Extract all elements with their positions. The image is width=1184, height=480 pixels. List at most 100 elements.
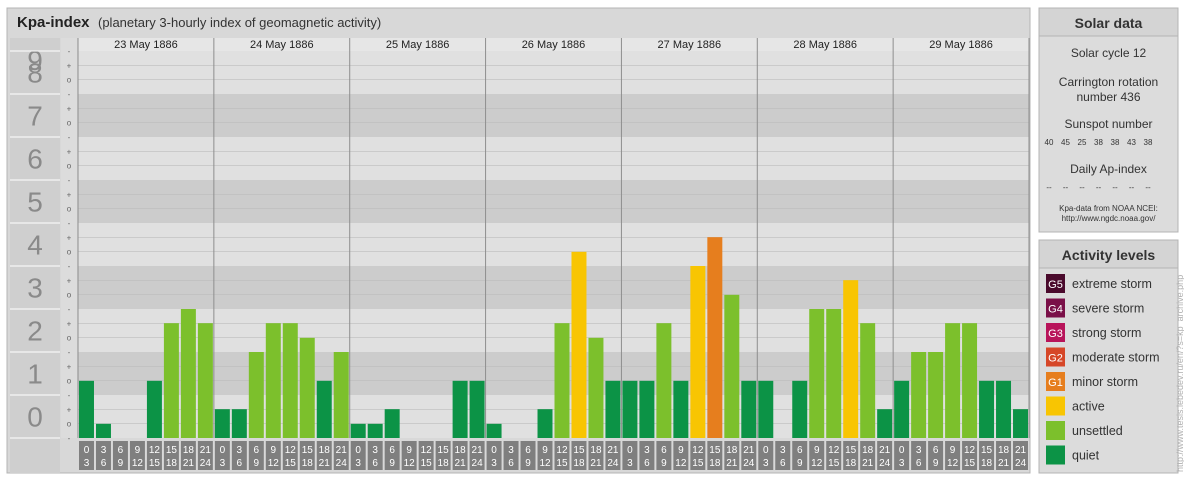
minor-tick: + [67, 104, 72, 113]
bar [79, 380, 94, 438]
sunspot-title: Sunspot number [1064, 117, 1152, 131]
interval-start: 9 [135, 445, 141, 456]
interval-start: 3 [916, 445, 922, 456]
date-header-strip [78, 38, 1029, 51]
sunspot-value: 38 [1094, 138, 1103, 147]
bar [197, 323, 213, 438]
interval-box [962, 441, 978, 470]
ap-value: -- [1079, 183, 1085, 192]
interval-start: 0 [84, 445, 90, 456]
minor-tick: - [68, 176, 71, 185]
interval-start: 12 [828, 445, 840, 456]
interval-end: 18 [438, 458, 450, 469]
legend-label: minor storm [1072, 375, 1138, 389]
interval-box [384, 441, 400, 470]
carrington-rotation-line1: Carrington rotation [1059, 75, 1158, 89]
minor-tick: + [67, 190, 72, 199]
day-label: 29 May 1886 [929, 39, 993, 51]
interval-start: 0 [899, 445, 905, 456]
bar [146, 380, 162, 438]
credit-text[interactable]: http://www.tesis.lebedev.ru/en/?s=kp_arc… [1175, 275, 1184, 472]
bar [248, 352, 264, 438]
interval-box [656, 441, 672, 470]
minor-tick: - [68, 391, 71, 400]
interval-end: 24 [607, 458, 619, 469]
y-tick-label: 0 [27, 402, 43, 433]
interval-box [520, 441, 536, 470]
interval-start: 9 [271, 445, 277, 456]
y-tick-label: 7 [27, 101, 43, 132]
minor-tick: + [67, 233, 72, 242]
interval-start: 6 [389, 445, 395, 456]
interval-start: 15 [302, 445, 314, 456]
interval-box [316, 441, 332, 470]
interval-end: 15 [692, 458, 704, 469]
interval-box [350, 441, 366, 470]
ap-value: -- [1145, 183, 1151, 192]
legend-label: strong storm [1072, 326, 1141, 340]
interval-box [877, 441, 893, 470]
interval-start: 15 [438, 445, 450, 456]
bar [367, 423, 383, 438]
legend-panel-header [1038, 239, 1179, 269]
interval-box [214, 441, 230, 470]
minor-tick: o [67, 76, 72, 85]
bar [537, 409, 553, 438]
interval-end: 15 [285, 458, 297, 469]
interval-box [571, 441, 587, 470]
interval-end: 3 [491, 458, 497, 469]
interval-start: 18 [862, 445, 874, 456]
minor-tick-column [61, 38, 77, 438]
interval-box [231, 441, 247, 470]
interval-start: 6 [118, 445, 124, 456]
interval-box [826, 441, 842, 470]
ap-value: -- [1046, 183, 1052, 192]
day-label: 24 May 1886 [250, 39, 314, 51]
interval-end: 9 [254, 458, 260, 469]
interval-box [469, 441, 485, 470]
ap-value: -- [1112, 183, 1118, 192]
bar [231, 409, 247, 438]
minor-tick: + [67, 61, 72, 70]
minor-tick: - [68, 305, 71, 314]
bar [1013, 409, 1028, 438]
bar [724, 294, 740, 438]
interval-end: 18 [166, 458, 178, 469]
legend-swatch [1046, 445, 1065, 465]
interval-box [112, 441, 128, 470]
legend-swatch [1046, 421, 1065, 440]
bar [860, 323, 876, 438]
interval-start: 9 [950, 445, 956, 456]
bar [622, 380, 638, 438]
y-tick-label: 3 [27, 273, 43, 304]
interval-start: 21 [879, 445, 891, 456]
interval-box [248, 441, 264, 470]
minor-tick: - [68, 133, 71, 142]
bar [894, 380, 910, 438]
sunspot-values: 40 45 25 38 38 43 38 [1045, 138, 1153, 147]
legend-swatch [1046, 323, 1065, 342]
band-3 [78, 266, 1029, 309]
interval-box [95, 441, 111, 470]
ap-value: -- [1063, 183, 1069, 192]
interval-end: 6 [237, 458, 243, 469]
interval-end: 3 [763, 458, 769, 469]
bar [911, 352, 927, 438]
chart-subtitle: (planetary 3-hourly index of geomagnetic… [98, 15, 381, 30]
legend-swatch [1046, 347, 1065, 367]
bar [843, 280, 859, 438]
interval-box [928, 441, 944, 470]
interval-start: 21 [472, 445, 484, 456]
legend-badge: G4 [1048, 304, 1063, 316]
bar [333, 352, 349, 438]
y-tick-label: 2 [27, 316, 43, 347]
interval-end: 6 [508, 458, 514, 469]
interval-end: 9 [661, 458, 667, 469]
interval-end: 21 [590, 458, 602, 469]
minor-tick: - [68, 262, 71, 271]
interval-end: 15 [556, 458, 568, 469]
interval-start: 6 [661, 445, 667, 456]
bar [962, 323, 978, 438]
minor-tick: + [67, 276, 72, 285]
minor-tick: o [67, 119, 72, 128]
